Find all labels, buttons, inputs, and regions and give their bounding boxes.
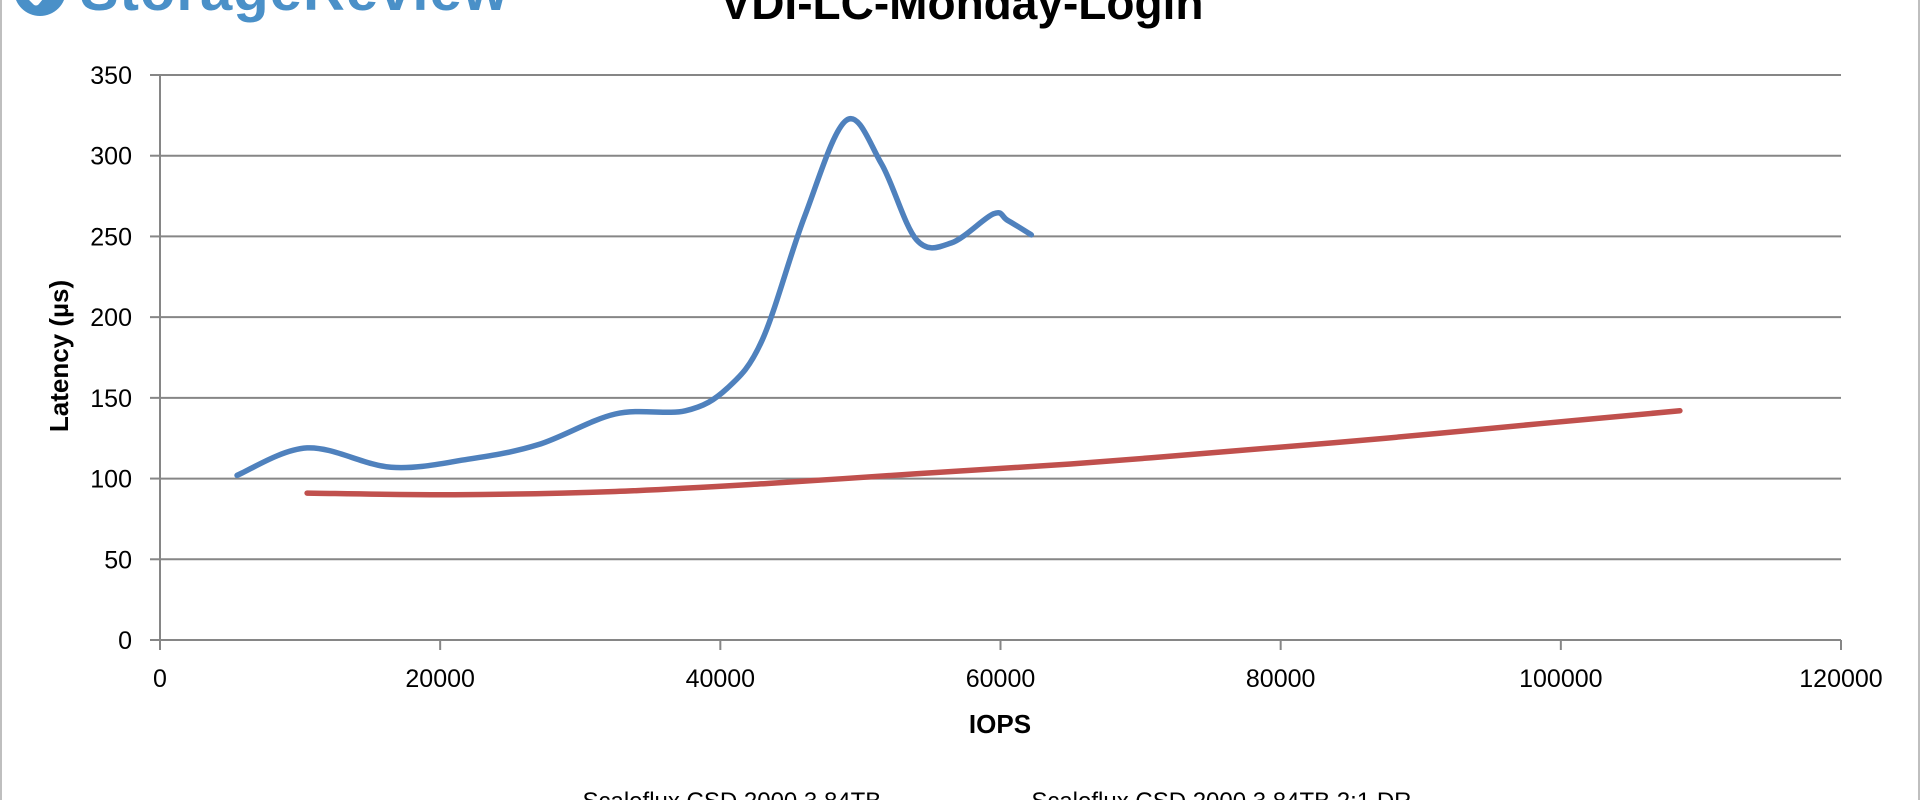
logo: StorageReview [12, 0, 509, 23]
x-tick-label: 0 [153, 665, 167, 693]
axes [150, 74, 1842, 650]
y-tick-label: 350 [90, 62, 132, 90]
logo-text: StorageReview [80, 0, 509, 24]
y-tick-label: 0 [118, 627, 132, 655]
y-tick-label: 150 [90, 385, 132, 413]
x-tick-label: 60000 [966, 665, 1036, 693]
x-axis-label: IOPS [969, 709, 1031, 739]
x-tick-label: 100000 [1519, 665, 1602, 693]
legend-label: Scaleflux CSD 2000 3.84TB 2:1 DR [1031, 788, 1411, 800]
tick-labels: 0 50 100 150 200 250 300 350 0 20000 40000 60000 800… [90, 62, 1882, 693]
legend-item-2: Scaleflux CSD 2000 3.84TB 2:1 DR [961, 788, 1412, 800]
legend-label: Scaleflux CSD 2000 3.84TB [582, 788, 881, 800]
y-axis-label: Latency (µs) [44, 280, 74, 432]
legend: Scaleflux CSD 2000 3.84TB Scaleflux CSD 2… [2, 788, 1918, 800]
y-tick-label: 50 [104, 546, 132, 574]
series-line-2 [304, 408, 1683, 498]
y-tick-label: 100 [90, 466, 132, 494]
chart-title: VDI-LC-Monday-Login [720, 0, 1204, 29]
y-tick-label: 250 [90, 223, 132, 251]
legend-item-1: Scaleflux CSD 2000 3.84TB [512, 788, 881, 800]
series-lines [234, 116, 1683, 498]
x-tick-label: 120000 [1799, 665, 1882, 693]
series-line-1 [234, 116, 1035, 479]
gridlines [160, 74, 1841, 561]
storagereview-logo-icon [16, 0, 64, 16]
x-tick-label: 40000 [686, 665, 756, 693]
y-tick-label: 300 [90, 143, 132, 171]
y-tick-label: 200 [90, 304, 132, 332]
x-tick-label: 20000 [405, 665, 475, 693]
x-tick-label: 80000 [1246, 665, 1316, 693]
